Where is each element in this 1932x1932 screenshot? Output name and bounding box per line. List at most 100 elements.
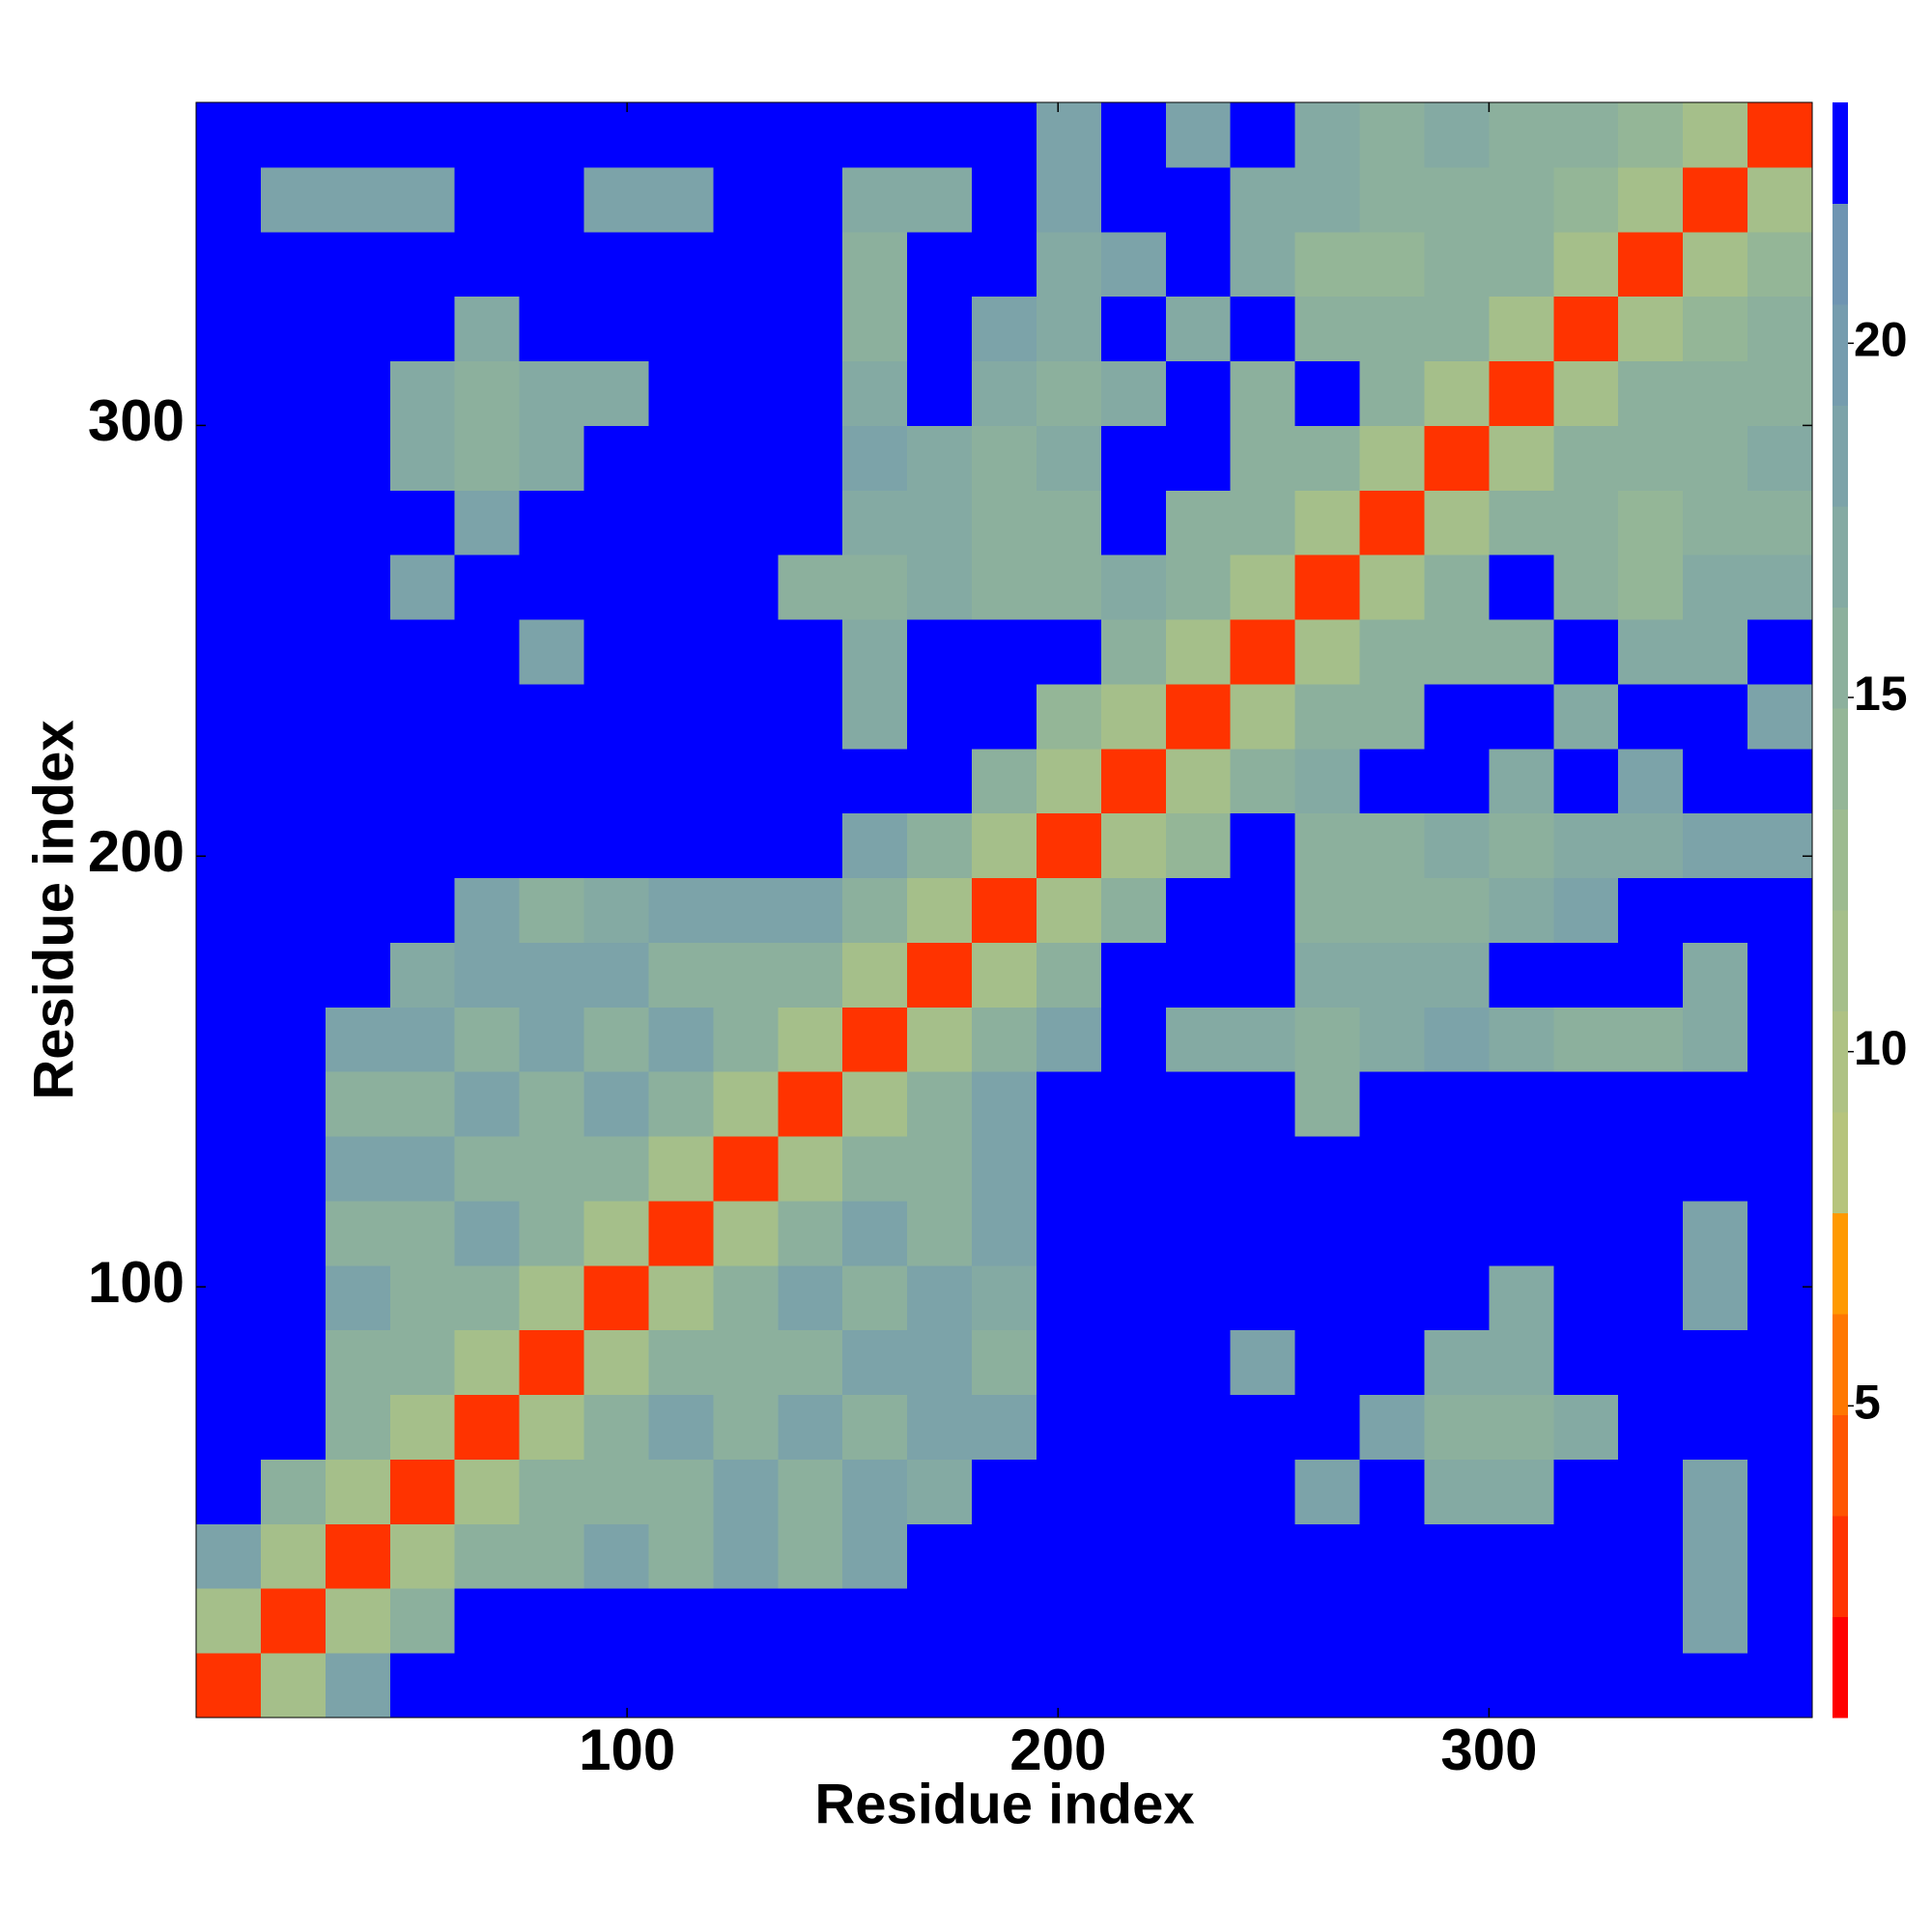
heatmap-cell xyxy=(1553,166,1619,233)
heatmap-cell xyxy=(389,1136,456,1202)
heatmap-cell xyxy=(519,748,585,814)
heatmap-cell xyxy=(778,1264,843,1331)
heatmap-cell xyxy=(1618,231,1684,298)
heatmap-cell xyxy=(1230,1264,1296,1331)
heatmap-cell xyxy=(778,554,843,620)
heatmap-cell xyxy=(1618,1459,1684,1524)
heatmap-cell xyxy=(1100,1523,1167,1589)
heatmap-cell xyxy=(1553,1653,1619,1719)
heatmap-cell xyxy=(842,748,908,814)
heatmap-cell xyxy=(1747,1007,1813,1072)
heatmap-cell xyxy=(1618,554,1684,620)
heatmap-cell xyxy=(1553,619,1619,685)
heatmap-cell xyxy=(1294,554,1361,620)
heatmap-cell xyxy=(196,1523,262,1589)
heatmap-cell xyxy=(907,1459,973,1524)
heatmap-cell xyxy=(1036,166,1102,233)
heatmap-cell xyxy=(1100,1588,1167,1654)
heatmap-cell xyxy=(1618,1523,1684,1589)
heatmap-cell xyxy=(389,1264,456,1331)
heatmap-cell xyxy=(1294,166,1361,233)
heatmap-cell xyxy=(196,166,262,233)
heatmap-cell xyxy=(972,812,1037,879)
heatmap-cell xyxy=(1683,877,1748,943)
heatmap-cell xyxy=(1489,1459,1554,1524)
heatmap-cell xyxy=(325,748,391,814)
heatmap-cell xyxy=(972,425,1037,491)
heatmap-cell xyxy=(648,1329,714,1396)
heatmap-cell xyxy=(260,231,327,298)
heatmap-cell xyxy=(1359,1071,1425,1137)
heatmap-cell xyxy=(1424,554,1490,620)
heatmap-cell xyxy=(1683,360,1748,426)
heatmap-cell xyxy=(648,296,714,362)
heatmap-cell xyxy=(1424,490,1490,555)
heatmap-cell xyxy=(1553,812,1619,879)
heatmap-cell xyxy=(260,425,327,491)
heatmap-cell xyxy=(1359,1459,1425,1524)
colorbar-band xyxy=(1833,102,1848,204)
heatmap-cell xyxy=(1165,812,1232,879)
heatmap-cell xyxy=(1294,1071,1361,1137)
heatmap-cell xyxy=(972,296,1037,362)
heatmap-cell xyxy=(454,231,521,298)
heatmap-cell xyxy=(1683,231,1748,298)
heatmap-cell xyxy=(583,1136,649,1202)
heatmap-cell xyxy=(583,1264,649,1331)
heatmap-cell xyxy=(1683,1588,1748,1654)
heatmap-cell xyxy=(1165,360,1232,426)
colorbar-band xyxy=(1833,1616,1848,1719)
heatmap-cell xyxy=(1294,812,1361,879)
heatmap-cell xyxy=(1036,942,1102,1008)
heatmap-cells xyxy=(196,102,1813,1719)
heatmap-cell xyxy=(1230,360,1296,426)
heatmap-cell xyxy=(1489,1200,1554,1266)
heatmap-cell xyxy=(389,1523,456,1589)
heatmap-cell xyxy=(1553,1007,1619,1072)
heatmap-cell xyxy=(196,1136,262,1202)
colorbar-band xyxy=(1833,405,1848,507)
heatmap-cell xyxy=(196,812,262,879)
heatmap-cell xyxy=(648,1394,714,1460)
heatmap-cell xyxy=(583,1459,649,1524)
heatmap-cell xyxy=(454,812,521,879)
heatmap-cell xyxy=(1424,683,1490,750)
heatmap-cell xyxy=(972,1007,1037,1072)
heatmap-cell xyxy=(454,296,521,362)
heatmap-cell xyxy=(260,877,327,943)
heatmap-cell xyxy=(907,877,973,943)
heatmap-cell xyxy=(972,619,1037,685)
heatmap-cell xyxy=(454,877,521,943)
heatmap-cell xyxy=(778,1071,843,1137)
heatmap-cell xyxy=(1424,1394,1490,1460)
heatmap-cell xyxy=(1100,425,1167,491)
heatmap-cell xyxy=(1618,425,1684,491)
heatmap-cell xyxy=(1294,1588,1361,1654)
heatmap-cell xyxy=(1036,1653,1102,1719)
heatmap-cell xyxy=(1424,942,1490,1008)
heatmap-cell xyxy=(325,877,391,943)
heatmap-cell xyxy=(713,1007,779,1072)
heatmap-cell xyxy=(1553,1588,1619,1654)
heatmap-cell xyxy=(1489,1394,1554,1460)
heatmap-cell xyxy=(519,877,585,943)
heatmap-cell xyxy=(1683,1394,1748,1460)
heatmap-cell xyxy=(907,1653,973,1719)
heatmap-cell xyxy=(1036,748,1102,814)
heatmap-cell xyxy=(842,812,908,879)
heatmap-cell xyxy=(1359,877,1425,943)
heatmap-cell xyxy=(1100,1653,1167,1719)
colorbar-band xyxy=(1833,506,1848,608)
heatmap-cell xyxy=(454,1071,521,1137)
colorbar-tick-label: 5 xyxy=(1854,1376,1881,1430)
heatmap-cell xyxy=(648,1523,714,1589)
heatmap-cell xyxy=(713,554,779,620)
heatmap-cell xyxy=(713,1200,779,1266)
heatmap-cell xyxy=(1553,1459,1619,1524)
heatmap-cell xyxy=(1747,1071,1813,1137)
colorbar-band xyxy=(1833,1010,1848,1113)
x-tick-label: 200 xyxy=(1009,1718,1106,1782)
heatmap-cell xyxy=(389,1200,456,1266)
heatmap-cell xyxy=(778,490,843,555)
